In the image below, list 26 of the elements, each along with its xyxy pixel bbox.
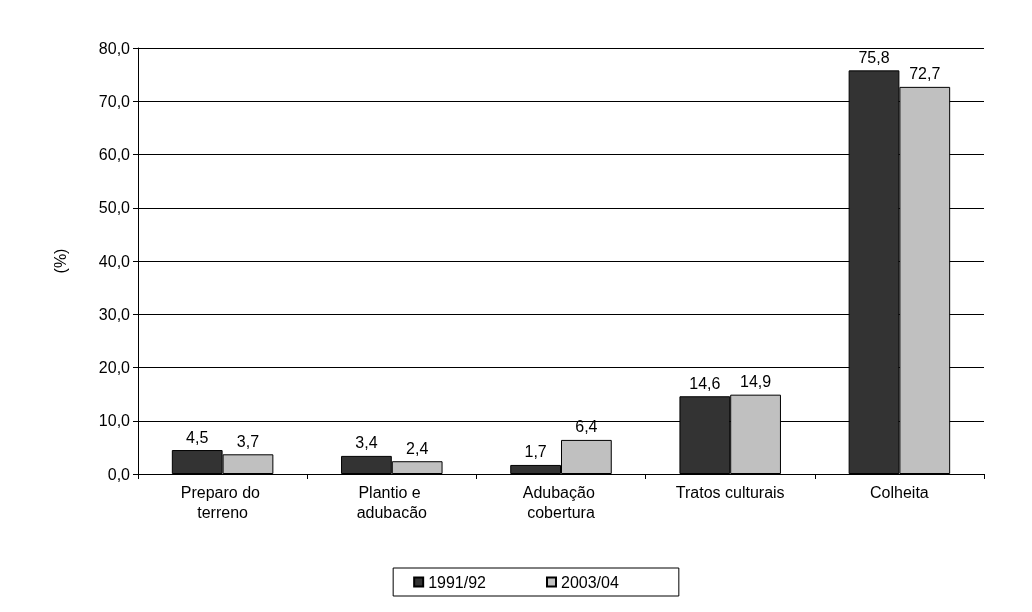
y-tick-label: 30,0 bbox=[98, 305, 131, 323]
data-label: 75,8 bbox=[858, 48, 890, 66]
y-tick-label: 60,0 bbox=[98, 146, 131, 163]
legend-label: 1991/92 bbox=[428, 573, 487, 591]
y-tick-label: 40,0 bbox=[98, 252, 131, 270]
data-label: 3,7 bbox=[236, 432, 260, 450]
y-tick-label: 70,0 bbox=[98, 92, 131, 110]
x-tick-label: Adubação cobertura bbox=[522, 483, 600, 521]
data-label: 4,5 bbox=[186, 428, 209, 446]
data-label: 3,4 bbox=[355, 434, 378, 452]
data-label: 72,7 bbox=[909, 65, 941, 83]
y-tick-label: 0,0 bbox=[107, 465, 131, 483]
data-label: 2,4 bbox=[406, 439, 429, 457]
x-tick-label: Plantio e adubacão bbox=[356, 483, 428, 521]
y-tick-label: 10,0 bbox=[98, 412, 131, 430]
data-label: 14,9 bbox=[740, 373, 772, 391]
x-tick-label: Tratos culturais bbox=[675, 483, 785, 501]
data-label: 14,6 bbox=[689, 374, 721, 392]
data-label: 1,7 bbox=[524, 443, 547, 461]
x-tick-label: Colheita bbox=[870, 483, 929, 501]
x-tick-label: Preparo do terreno bbox=[180, 483, 265, 521]
y-tick-label: 20,0 bbox=[98, 359, 131, 376]
y-axis-title: (%) bbox=[51, 248, 69, 274]
y-tick-label: 50,0 bbox=[98, 199, 131, 217]
legend-label: 2003/04 bbox=[561, 573, 619, 591]
y-tick-label: 80,0 bbox=[98, 39, 131, 57]
